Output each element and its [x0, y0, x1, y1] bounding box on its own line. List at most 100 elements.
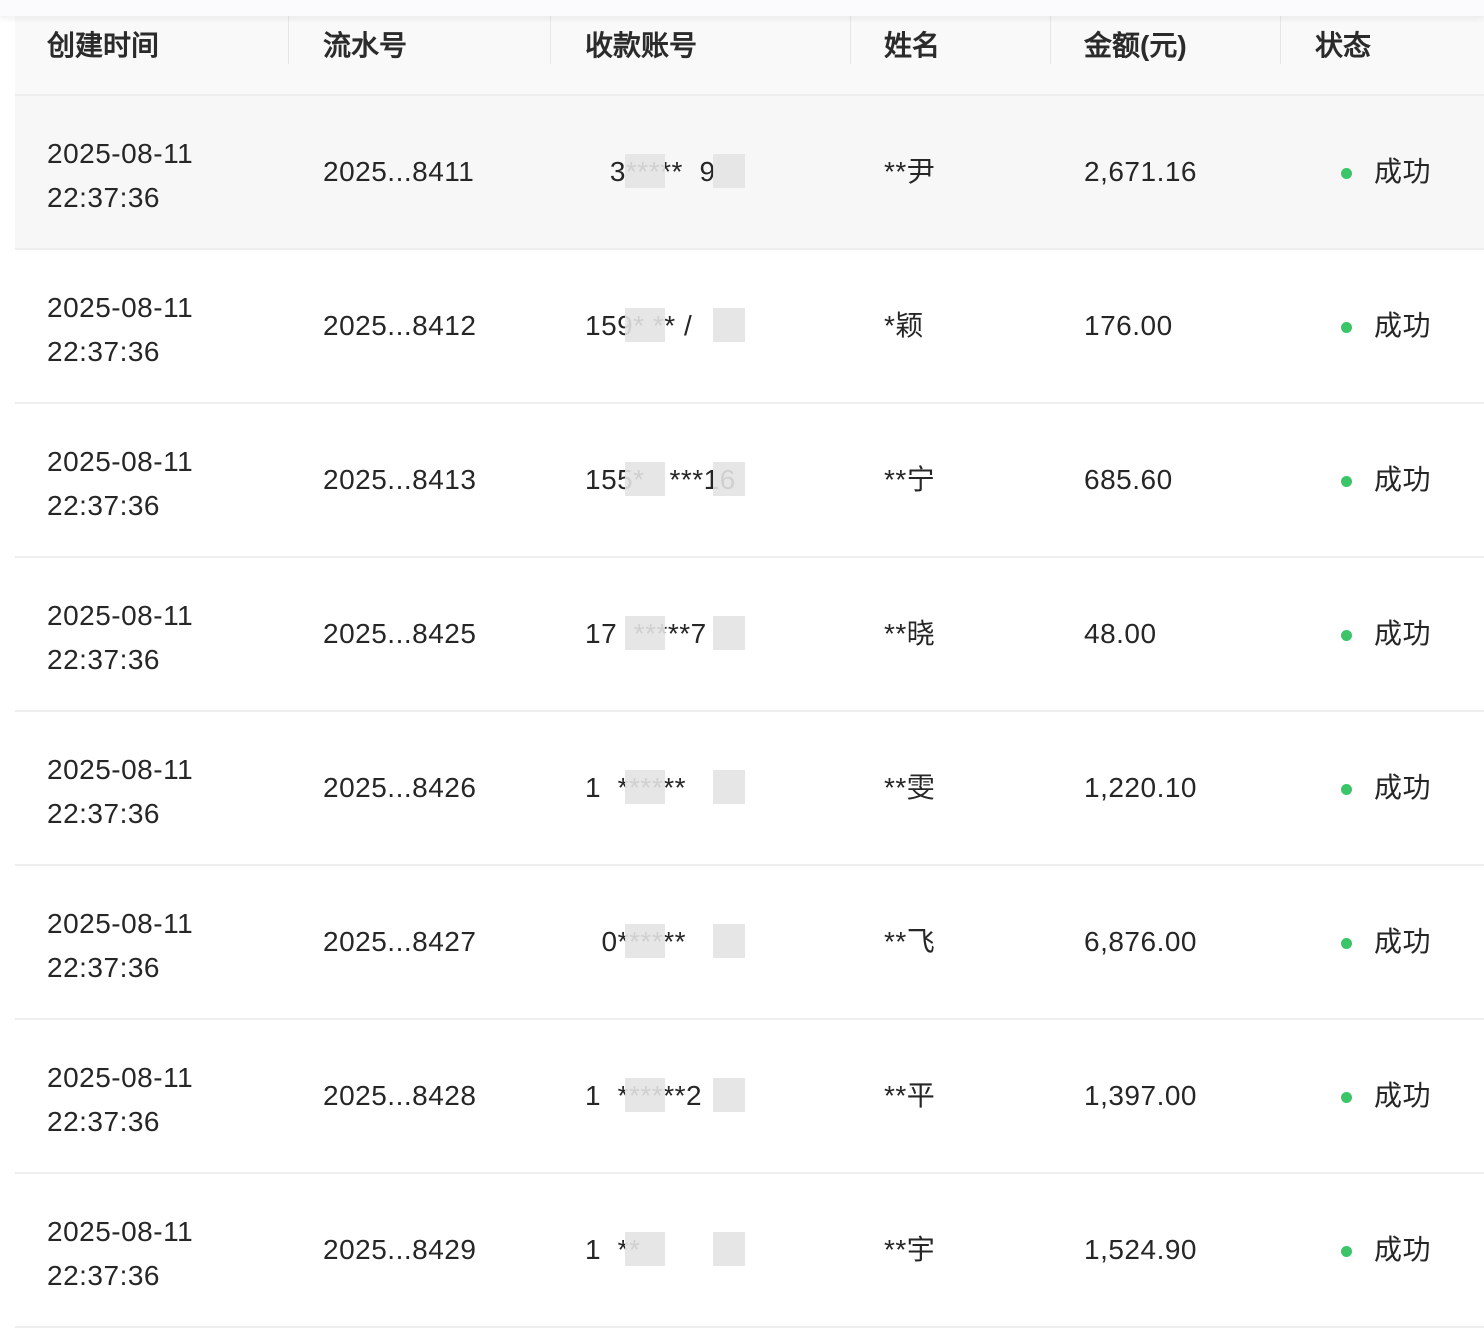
status-badge: 成功 — [1374, 1234, 1432, 1265]
payee-name: **雯 — [884, 772, 936, 803]
table-row[interactable]: 2025-08-11 22:37:36 2025...8428 1 ******… — [15, 1020, 1484, 1174]
status-dot-icon — [1341, 476, 1352, 487]
account-number: 1 ****** — [585, 770, 745, 806]
header-account[interactable]: 收款账号 — [585, 30, 698, 61]
serial-number: 2025...8427 — [323, 926, 477, 957]
status-dot-icon — [1341, 938, 1352, 949]
created-time: 22:37:36 — [47, 490, 160, 521]
amount: 176.00 — [1084, 310, 1173, 341]
redaction-blur — [625, 308, 665, 342]
transactions-table: 创建时间 流水号 收款账号 姓名 金额(元) 状态 2025-08-11 22:… — [15, 0, 1484, 1328]
status-dot-icon — [1341, 322, 1352, 333]
created-date: 2025-08-11 — [47, 138, 194, 169]
serial-number: 2025...8412 — [323, 310, 477, 341]
status-dot-icon — [1341, 1246, 1352, 1257]
redaction-blur — [625, 462, 665, 496]
account-number: 0****** — [585, 924, 745, 960]
column-divider — [850, 16, 851, 64]
serial-number: 2025...8429 — [323, 1234, 477, 1265]
amount: 48.00 — [1084, 618, 1157, 649]
created-time-cell: 2025-08-11 22:37:36 — [47, 594, 193, 682]
status-badge: 成功 — [1374, 1080, 1432, 1111]
status-badge: 成功 — [1374, 310, 1432, 341]
status-dot-icon — [1341, 784, 1352, 795]
created-date: 2025-08-11 — [47, 600, 194, 631]
redaction-blur — [625, 1232, 665, 1266]
amount: 1,220.10 — [1084, 772, 1197, 803]
redaction-blur — [713, 1078, 745, 1112]
table-header: 创建时间 流水号 收款账号 姓名 金额(元) 状态 — [15, 0, 1484, 96]
created-time: 22:37:36 — [47, 336, 160, 367]
account-number: 1 ** — [585, 1232, 745, 1268]
serial-number: 2025...8426 — [323, 772, 477, 803]
created-date: 2025-08-11 — [47, 1062, 194, 1093]
status-dot-icon — [1341, 630, 1352, 641]
table-body: 2025-08-11 22:37:36 2025...8411 3***** 9… — [15, 96, 1484, 1328]
account-number: 17 *****7 — [585, 616, 745, 652]
created-date: 2025-08-11 — [47, 446, 194, 477]
status-badge: 成功 — [1374, 464, 1432, 495]
table-row[interactable]: 2025-08-11 22:37:36 2025...8425 17 *****… — [15, 558, 1484, 712]
serial-number: 2025...8428 — [323, 1080, 477, 1111]
status-dot-icon — [1341, 168, 1352, 179]
redaction-blur — [713, 462, 745, 496]
header-status[interactable]: 状态 — [1315, 30, 1372, 61]
header-created-time[interactable]: 创建时间 — [47, 30, 160, 61]
redaction-blur — [713, 1232, 745, 1266]
redaction-blur — [625, 1078, 665, 1112]
redaction-blur — [625, 616, 665, 650]
amount: 685.60 — [1084, 464, 1173, 495]
created-time-cell: 2025-08-11 22:37:36 — [47, 1056, 193, 1144]
redaction-blur — [625, 924, 665, 958]
status-badge: 成功 — [1374, 772, 1432, 803]
created-time: 22:37:36 — [47, 1106, 160, 1137]
payee-name: **宁 — [884, 464, 936, 495]
created-time-cell: 2025-08-11 22:37:36 — [47, 748, 193, 836]
account-number: 3***** 9 — [585, 154, 745, 190]
created-date: 2025-08-11 — [47, 908, 194, 939]
column-divider — [1050, 16, 1051, 64]
amount: 2,671.16 — [1084, 156, 1197, 187]
serial-number: 2025...8413 — [323, 464, 477, 495]
status-badge: 成功 — [1374, 926, 1432, 957]
created-time-cell: 2025-08-11 22:37:36 — [47, 440, 193, 528]
table-row[interactable]: 2025-08-11 22:37:36 2025...8413 155* ***… — [15, 404, 1484, 558]
header-serial-number[interactable]: 流水号 — [323, 30, 408, 61]
account-number: 1 ******2 — [585, 1078, 745, 1114]
status-badge: 成功 — [1374, 618, 1432, 649]
serial-number: 2025...8425 — [323, 618, 477, 649]
created-time-cell: 2025-08-11 22:37:36 — [47, 902, 193, 990]
top-bar — [0, 0, 1484, 16]
header-name[interactable]: 姓名 — [884, 30, 941, 61]
redaction-blur — [625, 770, 665, 804]
header-amount[interactable]: 金额(元) — [1084, 30, 1187, 61]
account-number: 155* ***16 — [585, 462, 745, 498]
created-time-cell: 2025-08-11 22:37:36 — [47, 286, 193, 374]
redaction-blur — [713, 308, 745, 342]
created-time: 22:37:36 — [47, 952, 160, 983]
payee-name: **平 — [884, 1080, 936, 1111]
created-date: 2025-08-11 — [47, 1216, 194, 1247]
redaction-blur — [713, 924, 745, 958]
table-row[interactable]: 2025-08-11 22:37:36 2025...8429 1 ** **宇… — [15, 1174, 1484, 1328]
table-row[interactable]: 2025-08-11 22:37:36 2025...8411 3***** 9… — [15, 96, 1484, 250]
redaction-blur — [713, 616, 745, 650]
status-badge: 成功 — [1374, 156, 1432, 187]
amount: 6,876.00 — [1084, 926, 1197, 957]
table-row[interactable]: 2025-08-11 22:37:36 2025...8427 0****** … — [15, 866, 1484, 1020]
payee-name: **宇 — [884, 1234, 936, 1265]
amount: 1,397.00 — [1084, 1080, 1197, 1111]
created-time: 22:37:36 — [47, 182, 160, 213]
status-dot-icon — [1341, 1092, 1352, 1103]
redaction-blur — [713, 154, 745, 188]
column-divider — [1280, 16, 1281, 64]
table-row[interactable]: 2025-08-11 22:37:36 2025...8426 1 ******… — [15, 712, 1484, 866]
created-time: 22:37:36 — [47, 1260, 160, 1291]
created-time: 22:37:36 — [47, 798, 160, 829]
redaction-blur — [625, 154, 665, 188]
column-divider — [550, 16, 551, 64]
created-time: 22:37:36 — [47, 644, 160, 675]
table-row[interactable]: 2025-08-11 22:37:36 2025...8412 159* ** … — [15, 250, 1484, 404]
payee-name: **尹 — [884, 156, 936, 187]
created-date: 2025-08-11 — [47, 292, 194, 323]
